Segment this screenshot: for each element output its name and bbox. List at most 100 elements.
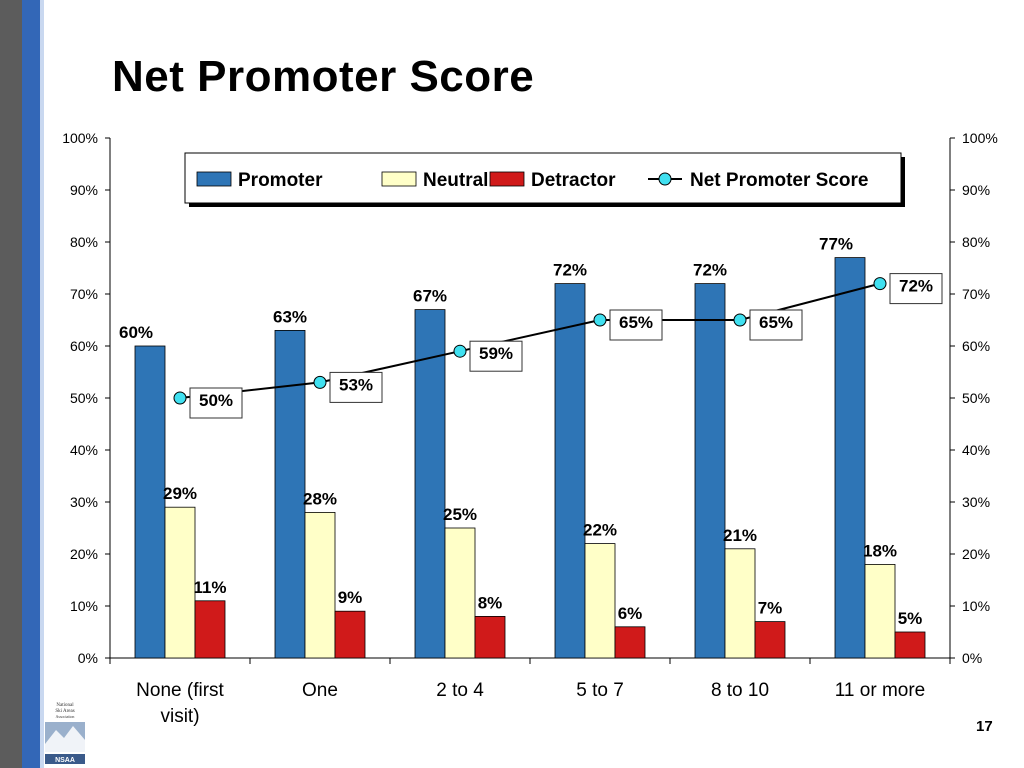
promoter-data-label: 63% bbox=[273, 307, 307, 326]
nps-marker bbox=[313, 375, 327, 389]
x-category-label: 2 to 4 bbox=[436, 680, 484, 701]
neutral-data-label: 29% bbox=[163, 484, 197, 503]
nps-label-box bbox=[469, 340, 523, 372]
detractor-data-label: 6% bbox=[618, 604, 643, 623]
neutral-data-label: 18% bbox=[863, 541, 897, 560]
neutral-bar bbox=[444, 527, 476, 659]
promoter-data-label: 72% bbox=[553, 261, 587, 280]
nps-label-box bbox=[749, 309, 803, 341]
left-y-tick-label: 70% bbox=[70, 286, 98, 302]
legend-neutral-swatch bbox=[381, 171, 417, 187]
nps-data-label: 59% bbox=[479, 344, 513, 363]
legend-promoter-swatch bbox=[196, 171, 232, 187]
left-y-tick-label: 80% bbox=[70, 234, 98, 250]
logo-line-3: Association bbox=[56, 714, 75, 719]
detractor-bar bbox=[334, 610, 366, 659]
nps-data-label: 50% bbox=[199, 391, 233, 410]
detractor-bar bbox=[614, 626, 646, 659]
nps-data-label: 65% bbox=[619, 313, 653, 332]
legend-neutral-label: Neutral bbox=[423, 170, 488, 191]
page-number: 17 bbox=[976, 718, 993, 735]
detractor-data-label: 5% bbox=[898, 609, 923, 628]
nps-data-label: 53% bbox=[339, 375, 373, 394]
right-y-tick-label: 20% bbox=[962, 546, 990, 562]
promoter-bar bbox=[834, 257, 866, 659]
neutral-bar bbox=[864, 564, 896, 659]
neutral-data-label: 22% bbox=[583, 521, 617, 540]
x-category-label: 5 to 7 bbox=[576, 680, 624, 701]
nps-marker bbox=[453, 344, 467, 358]
nps-marker bbox=[873, 277, 887, 291]
left-y-tick-label: 100% bbox=[62, 130, 98, 146]
right-y-tick-label: 0% bbox=[962, 650, 982, 666]
right-y-tick-label: 100% bbox=[962, 130, 998, 146]
left-y-tick-label: 40% bbox=[70, 442, 98, 458]
detractor-data-label: 11% bbox=[193, 578, 226, 597]
nps-marker bbox=[173, 391, 187, 405]
promoter-bar bbox=[554, 283, 586, 659]
nps-marker bbox=[733, 313, 747, 327]
legend-detractor-label: Detractor bbox=[531, 170, 616, 191]
logo-acronym: NSAA bbox=[55, 757, 75, 764]
promoter-bar bbox=[694, 283, 726, 659]
neutral-bar bbox=[724, 548, 756, 659]
nps-label-box bbox=[329, 371, 383, 403]
legend-nps-label: Net Promoter Score bbox=[690, 170, 868, 191]
neutral-data-label: 21% bbox=[723, 526, 757, 545]
promoter-bar bbox=[274, 329, 306, 659]
nps-data-label: 65% bbox=[759, 313, 793, 332]
x-category-label: 11 or more bbox=[835, 680, 925, 701]
x-category-label: One bbox=[302, 680, 338, 701]
left-accent-bar-blue bbox=[22, 0, 40, 768]
right-y-tick-label: 30% bbox=[962, 494, 990, 510]
right-y-tick-label: 50% bbox=[962, 390, 990, 406]
promoter-bar bbox=[134, 345, 166, 659]
logo-mountain-shape bbox=[45, 726, 85, 752]
x-category-label: 8 to 10 bbox=[711, 680, 769, 701]
right-y-tick-label: 10% bbox=[962, 598, 990, 614]
legend-promoter-label: Promoter bbox=[238, 170, 323, 191]
detractor-bar bbox=[474, 616, 506, 659]
left-y-tick-label: 30% bbox=[70, 494, 98, 510]
right-y-tick-label: 90% bbox=[962, 182, 990, 198]
neutral-data-label: 28% bbox=[303, 489, 337, 508]
x-category-label: None (first bbox=[136, 680, 224, 701]
left-accent-bar-light bbox=[40, 0, 44, 768]
slide-title: Net Promoter Score bbox=[112, 52, 535, 101]
logo-acronym-bar bbox=[45, 754, 85, 764]
nps-label-box bbox=[189, 387, 243, 419]
left-y-tick-label: 0% bbox=[78, 650, 98, 666]
right-y-tick-label: 40% bbox=[962, 442, 990, 458]
right-y-tick-label: 60% bbox=[962, 338, 990, 354]
legend-detractor-swatch bbox=[489, 171, 525, 187]
x-category-label: visit) bbox=[160, 706, 199, 727]
detractor-bar bbox=[894, 631, 926, 659]
legend-nps-marker-swatch bbox=[658, 172, 672, 186]
left-y-tick-label: 50% bbox=[70, 390, 98, 406]
logo-line-2: Ski Areas bbox=[55, 709, 74, 714]
detractor-data-label: 7% bbox=[758, 599, 783, 618]
nps-label-box bbox=[609, 309, 663, 341]
detractor-data-label: 9% bbox=[338, 588, 363, 607]
nsaa-logo: National Ski Areas Association NSAA bbox=[45, 703, 85, 764]
left-y-tick-label: 60% bbox=[70, 338, 98, 354]
left-accent-bar-dark bbox=[0, 0, 22, 768]
right-y-tick-label: 70% bbox=[962, 286, 990, 302]
legend-box bbox=[184, 152, 902, 204]
logo-line-1: National bbox=[56, 703, 74, 708]
left-y-tick-label: 10% bbox=[70, 598, 98, 614]
promoter-data-label: 60% bbox=[119, 323, 153, 342]
detractor-bar bbox=[754, 621, 786, 659]
nps-label-box bbox=[889, 273, 943, 305]
neutral-bar bbox=[584, 543, 616, 659]
right-y-tick-label: 80% bbox=[962, 234, 990, 250]
neutral-bar bbox=[304, 512, 336, 659]
promoter-data-label: 67% bbox=[413, 287, 447, 306]
nps-marker bbox=[593, 313, 607, 327]
left-y-tick-label: 20% bbox=[70, 546, 98, 562]
nps-data-label: 72% bbox=[899, 277, 933, 296]
detractor-data-label: 8% bbox=[478, 593, 503, 612]
neutral-data-label: 25% bbox=[443, 505, 477, 524]
neutral-bar bbox=[164, 506, 196, 659]
